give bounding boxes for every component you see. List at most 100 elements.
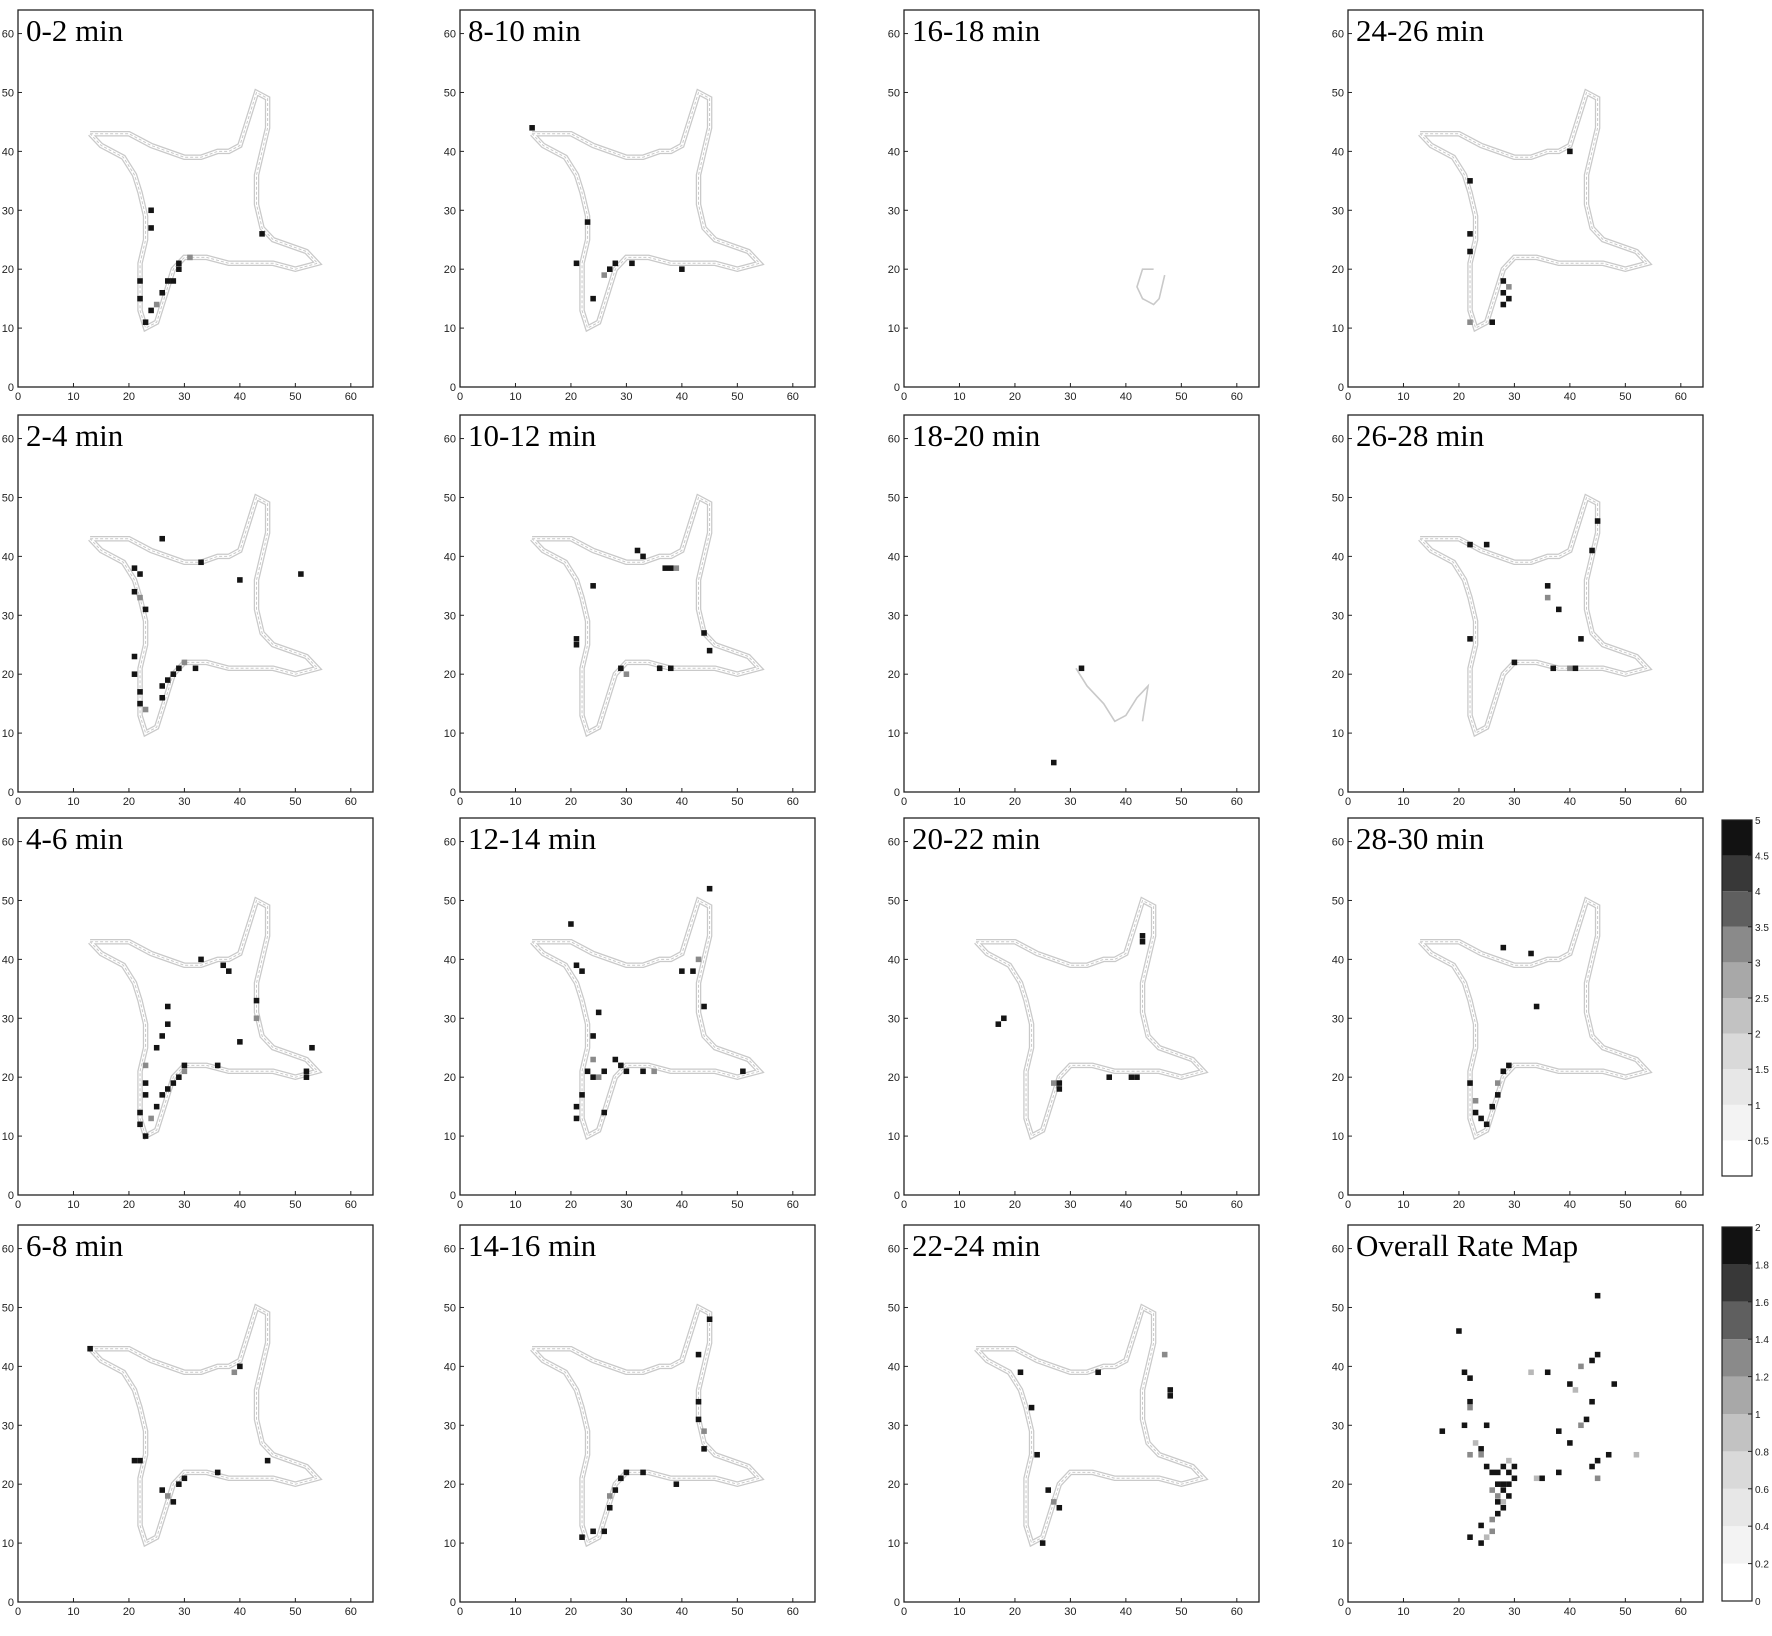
- y-tick-label: 0: [1338, 1597, 1344, 1609]
- panel-title: 18-20 min: [912, 418, 1041, 453]
- firing-bin: [142, 1133, 149, 1139]
- firing-bin: [1139, 938, 1146, 945]
- colorbar-band: [1722, 926, 1752, 963]
- firing-bin: [1467, 541, 1473, 548]
- y-tick-label: 60: [1332, 837, 1344, 849]
- y-tick-label: 0: [894, 1190, 900, 1202]
- colorbar-tick-label: 5: [1755, 816, 1761, 827]
- x-tick-label: 50: [289, 1606, 301, 1618]
- firing-bin: [1594, 1475, 1601, 1482]
- trajectory-line: [531, 899, 761, 1137]
- y-tick-label: 20: [888, 669, 900, 681]
- y-tick-label: 40: [444, 954, 456, 966]
- panel-frame: [17, 817, 374, 1196]
- y-tick-label: 0: [1338, 382, 1344, 394]
- firing-bin: [159, 1092, 165, 1098]
- y-tick-label: 0: [450, 1190, 456, 1202]
- firing-bin: [701, 1446, 707, 1452]
- firing-bin: [1461, 1422, 1468, 1429]
- firing-bin: [164, 1086, 171, 1092]
- y-tick-label: 30: [1332, 1420, 1344, 1432]
- trajectory-line: [89, 91, 319, 329]
- y-tick-label: 30: [1332, 610, 1344, 622]
- y-tick-label: 10: [888, 728, 900, 740]
- firing-bin: [237, 1039, 243, 1045]
- panel-title: 24-26 min: [1356, 13, 1485, 48]
- y-tick-label: 20: [444, 1479, 456, 1491]
- firing-bin: [1500, 278, 1507, 284]
- x-tick-label: 60: [345, 391, 357, 403]
- x-tick-label: 50: [1175, 391, 1187, 403]
- firing-bin: [1472, 1440, 1479, 1446]
- x-tick-label: 60: [1675, 391, 1687, 403]
- y-tick-label: 20: [444, 669, 456, 681]
- firing-bin: [164, 677, 171, 683]
- x-tick-label: 50: [731, 391, 743, 403]
- firing-bin: [601, 1528, 607, 1535]
- firing-bin: [214, 1469, 221, 1476]
- x-tick-label: 20: [565, 391, 577, 403]
- firing-bin: [131, 671, 138, 677]
- firing-bin: [618, 1062, 624, 1069]
- firing-bin: [590, 1074, 596, 1080]
- y-tick-label: 60: [1332, 29, 1344, 41]
- colorbar-band: [1722, 1414, 1752, 1452]
- x-tick-label: 50: [731, 1606, 743, 1618]
- firing-bin: [1095, 1369, 1101, 1376]
- y-tick-label: 10: [1332, 1538, 1344, 1550]
- firing-bin: [1506, 1481, 1512, 1487]
- x-tick-label: 60: [345, 796, 357, 808]
- firing-bin: [1533, 1475, 1540, 1482]
- firing-bin: [1494, 1080, 1501, 1086]
- y-tick-label: 20: [888, 264, 900, 276]
- firing-bin: [601, 272, 607, 278]
- trajectory-fragment: [1136, 268, 1166, 306]
- firing-bin: [1483, 1463, 1490, 1470]
- firing-bin: [1461, 1369, 1468, 1376]
- firing-bin: [1500, 1481, 1507, 1487]
- firing-bin: [1478, 1115, 1484, 1122]
- firing-bin: [137, 1457, 143, 1464]
- x-tick-label: 60: [787, 1199, 799, 1211]
- x-tick-label: 50: [1175, 1199, 1187, 1211]
- x-tick-label: 0: [457, 1606, 463, 1618]
- firing-bin: [1500, 1504, 1507, 1511]
- firing-bin: [87, 1345, 93, 1352]
- firing-bin: [612, 1056, 619, 1063]
- x-tick-label: 60: [345, 1199, 357, 1211]
- x-tick-label: 30: [1508, 1199, 1520, 1211]
- x-tick-label: 30: [1064, 1199, 1076, 1211]
- firing-bin: [1483, 1121, 1490, 1128]
- panel-frame: [1347, 9, 1704, 388]
- colorbar-band: [1722, 855, 1752, 892]
- firing-bin: [198, 559, 204, 566]
- firing-bin: [1467, 1375, 1473, 1381]
- panel-4: 0 10 20 30 40 50 60 0 10 20 30 40 50 60 24-26 min: [1332, 9, 1704, 403]
- y-tick-label: 50: [444, 87, 456, 99]
- firing-bin: [590, 583, 596, 589]
- firing-bin: [1594, 1292, 1601, 1299]
- firing-bin: [1506, 284, 1512, 290]
- y-tick-label: 20: [888, 1479, 900, 1491]
- firing-bin: [187, 254, 193, 261]
- y-tick-label: 60: [888, 434, 900, 446]
- firing-bin: [170, 1080, 177, 1086]
- firing-bin: [640, 553, 646, 560]
- panel-title: 4-6 min: [26, 821, 124, 856]
- colorbar-tick-label: 0.4: [1755, 1522, 1769, 1533]
- firing-bin: [137, 571, 143, 577]
- firing-bin: [153, 1044, 160, 1051]
- firing-bin: [590, 1033, 596, 1039]
- x-tick-label: 40: [676, 391, 688, 403]
- colorbar-tick-label: 1.4: [1755, 1335, 1769, 1346]
- colorbar-band: [1722, 1563, 1752, 1601]
- trajectory-line: [531, 91, 761, 329]
- y-tick-label: 10: [1332, 1131, 1344, 1143]
- x-tick-label: 20: [565, 1606, 577, 1618]
- firing-bin: [1078, 665, 1085, 672]
- firing-bin: [623, 1469, 630, 1476]
- firing-bin: [253, 997, 260, 1004]
- colorbar-band: [1722, 891, 1752, 927]
- colorbar-tick-label: 3: [1755, 958, 1761, 969]
- y-tick-label: 20: [2, 264, 14, 276]
